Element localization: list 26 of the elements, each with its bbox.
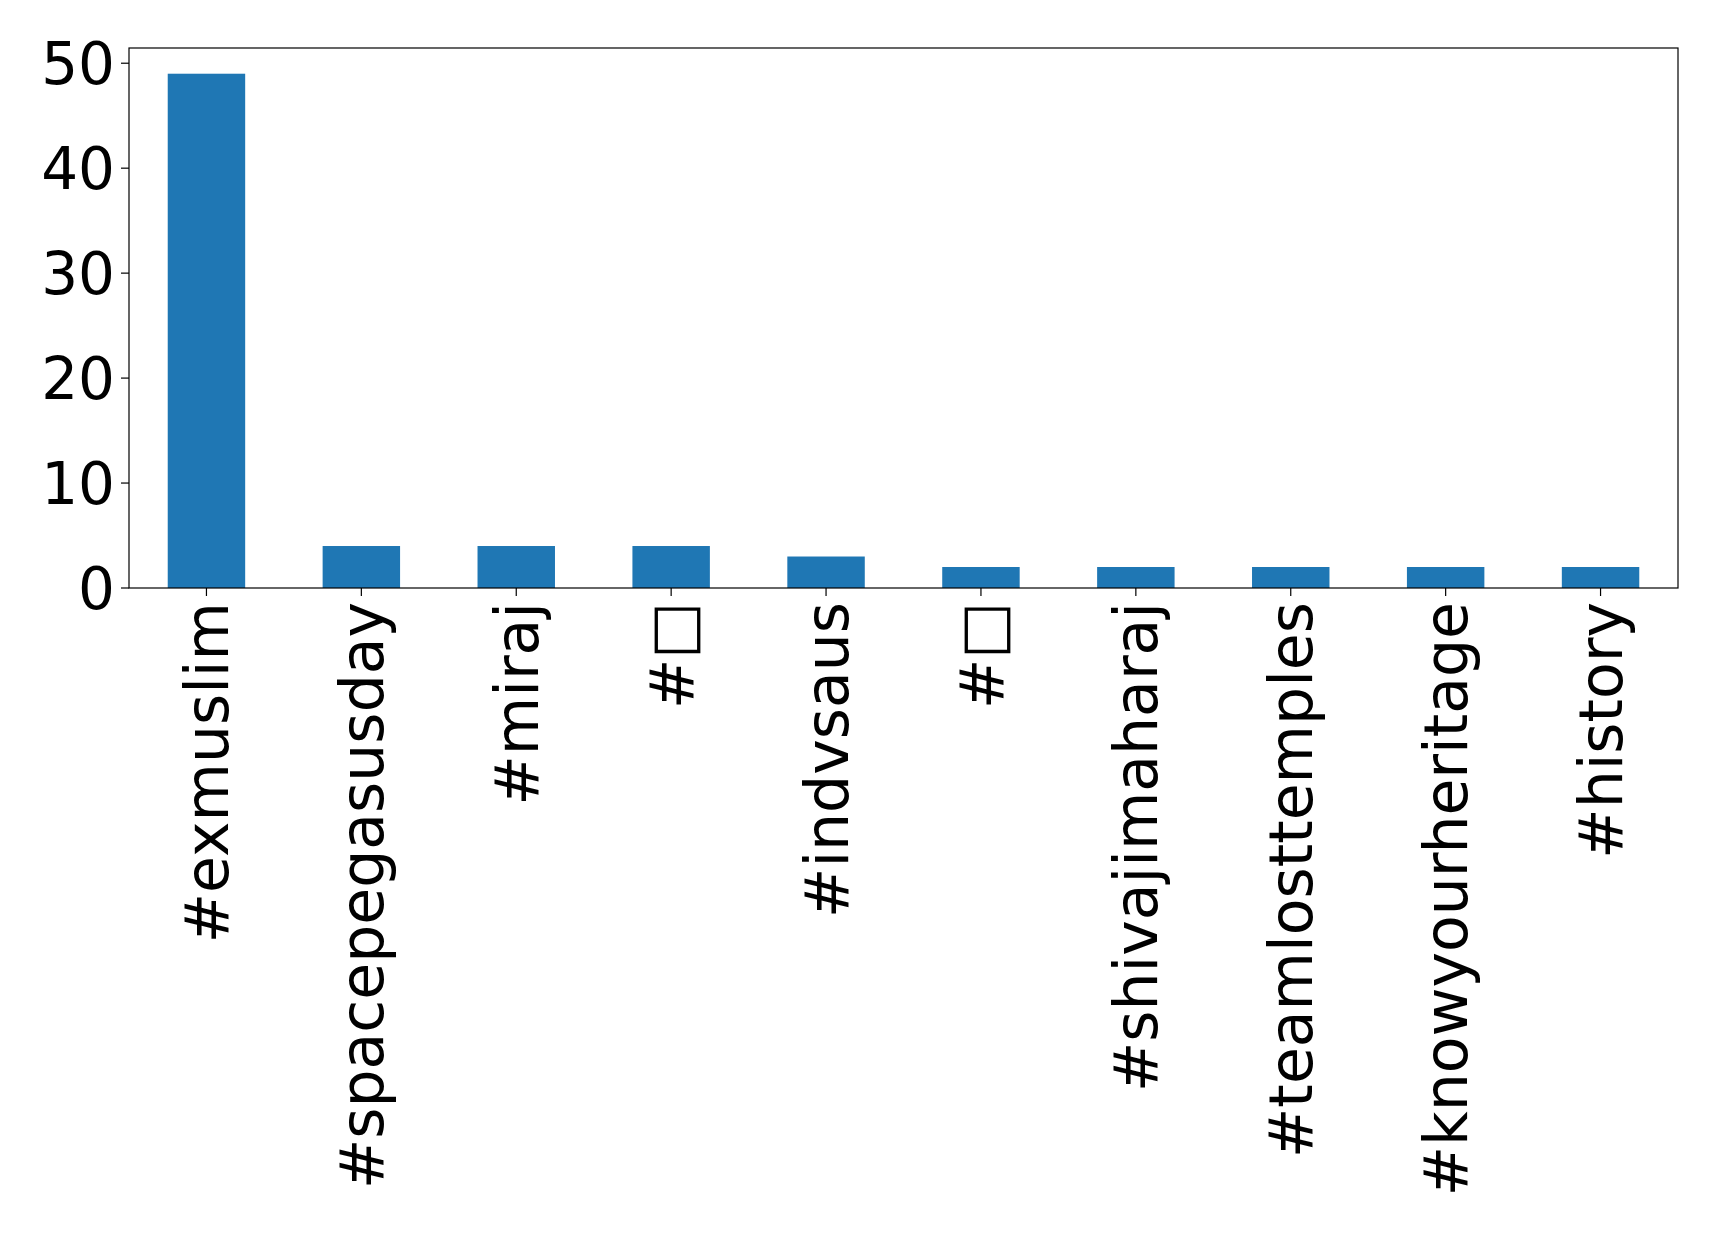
bar — [1561, 567, 1640, 588]
x-tick-label: #teamlosttemples — [1256, 602, 1327, 1158]
bar — [787, 556, 865, 588]
bar — [322, 546, 401, 588]
bar — [1252, 567, 1330, 588]
bar — [632, 546, 710, 588]
x-tick-label: #shivajimaharaj — [1101, 602, 1172, 1092]
x-tick-label: #exmuslim — [172, 602, 243, 944]
y-tick-label: 10 — [41, 449, 115, 518]
x-tick-label: #miraj — [481, 602, 552, 806]
bar — [1097, 567, 1175, 588]
x-tick-label: #knowyourheritage — [1411, 602, 1482, 1197]
y-tick-label: 50 — [41, 30, 115, 99]
x-tick-label: #history — [1566, 602, 1637, 859]
bar — [477, 546, 555, 588]
y-tick-label: 40 — [41, 135, 115, 204]
y-tick-label: 0 — [78, 554, 115, 623]
x-tick-label: #spacepegasusday — [326, 602, 397, 1190]
bar — [167, 73, 246, 588]
x-tick-label: #□ — [636, 602, 707, 709]
bar — [1406, 567, 1485, 588]
bar — [942, 567, 1020, 588]
y-tick-label: 20 — [41, 344, 115, 413]
x-tick-label: #indvsaus — [791, 602, 862, 918]
y-tick-label: 30 — [41, 240, 115, 309]
x-tick-label: #□ — [946, 602, 1017, 709]
